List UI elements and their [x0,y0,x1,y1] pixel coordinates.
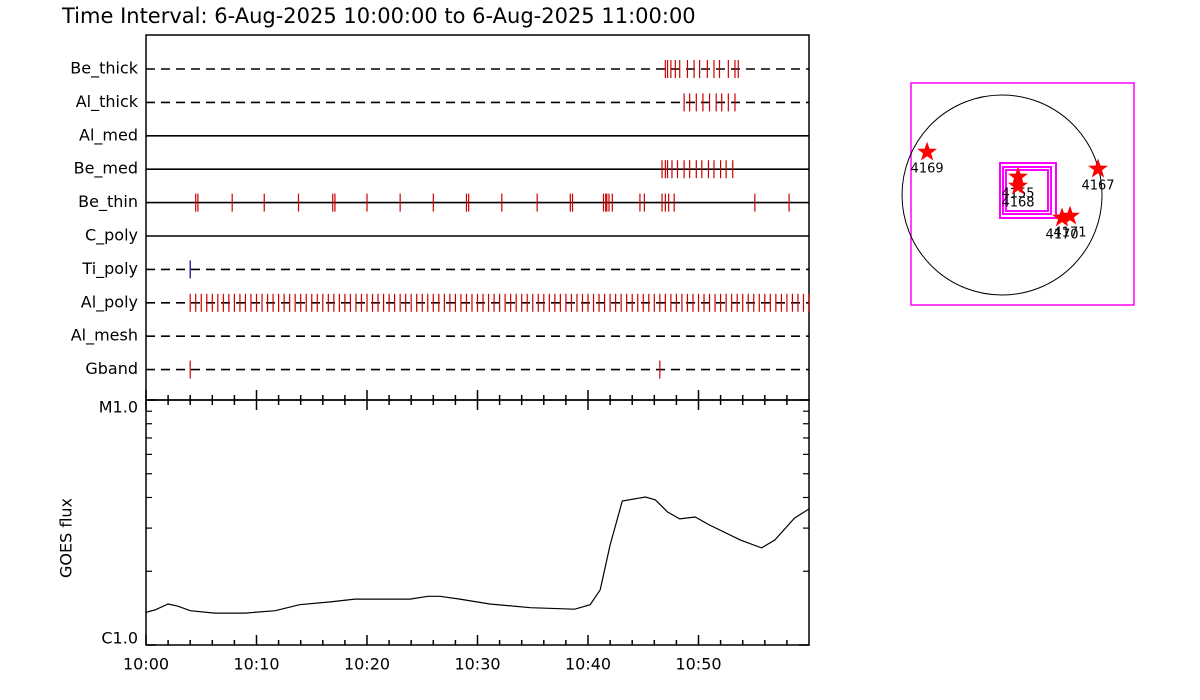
x-tick-label: 10:20 [344,655,390,674]
row-label: Gband [85,359,138,378]
x-tick-label: 10:10 [233,655,279,674]
chart-title: Time Interval: 6-Aug-2025 10:00:00 to 6-… [61,4,696,28]
row-label: Al_mesh [71,326,138,346]
x-tick-label: 10:00 [123,655,169,674]
x-tick-label: 10:40 [565,655,611,674]
active-region-label: 4169 [911,162,944,177]
row-label: C_poly [85,226,138,246]
active-region-label: 4167 [1081,179,1114,194]
pointing-box [1005,169,1049,212]
active-region-label: 4168 [1001,196,1034,211]
solar-disk [901,94,1103,296]
row-label: Be_med [74,159,138,179]
pointing-box [999,162,1057,219]
row-label: Ti_poly [81,259,138,279]
row-label: Al_med [79,125,138,145]
pointing-box [1002,166,1052,215]
goes-flux-line [145,496,810,614]
active-region-label: 4170 [1045,227,1078,242]
active-region-star [1008,175,1028,195]
row-label: Al_poly [81,292,138,312]
active-region-star [1060,205,1080,225]
row-label: Al_thick [76,92,139,112]
field-of-view [910,82,1135,306]
y-tick-label: C1.0 [101,629,138,648]
active-region-star [1052,207,1072,227]
active-region-star [917,141,938,161]
y-axis-label: GOES flux [57,498,76,578]
row-label: Be_thin [78,192,138,212]
row-label: Be_thick [70,59,138,79]
active-region-label: 4155 [1001,187,1034,202]
y-tick-label: M1.0 [99,398,138,417]
x-tick-label: 10:30 [454,655,500,674]
active-region-label: 4171 [1053,226,1086,241]
active-region-star [1088,158,1108,178]
x-tick-label: 10:50 [675,655,721,674]
